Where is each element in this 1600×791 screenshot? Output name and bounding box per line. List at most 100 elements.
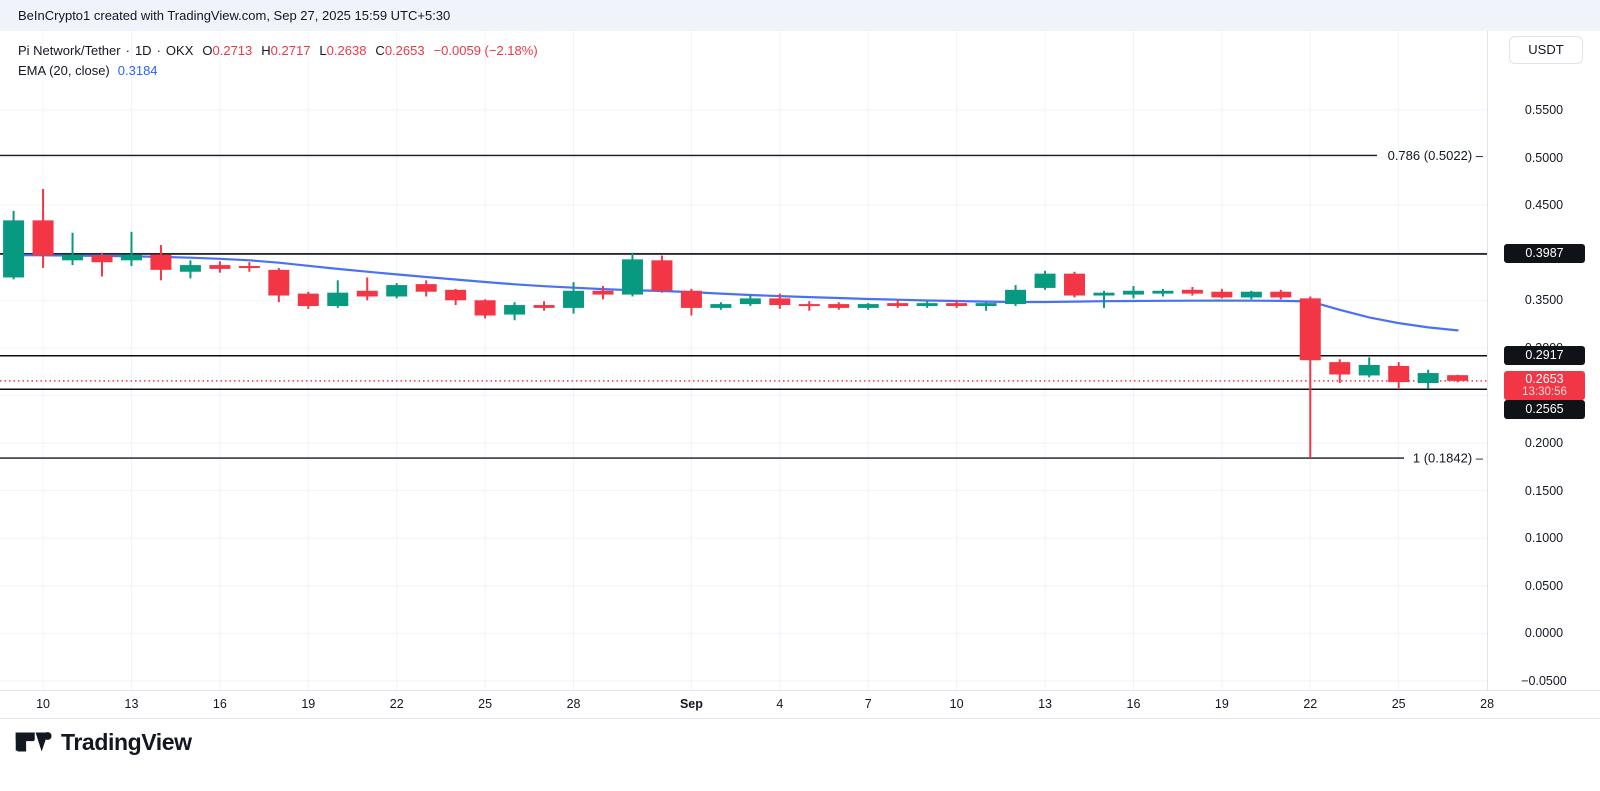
attribution-bar: BeInCrypto1 created with TradingView.com… (0, 0, 1600, 31)
candle-sep-11[interactable] (975, 302, 997, 311)
pinned-price-label: 0.2917 (1504, 346, 1585, 366)
candle-aug-31[interactable] (651, 255, 673, 293)
ema-line[interactable] (12, 254, 1459, 332)
candle-aug-19[interactable] (297, 291, 319, 309)
candle-aug-12[interactable] (91, 252, 113, 277)
candle-sep-4[interactable] (769, 293, 791, 309)
time-tick-label: 25 (478, 697, 493, 711)
candle-aug-15[interactable] (179, 260, 201, 279)
price-tick-label: 0.2000 (1524, 436, 1564, 450)
candle-aug-28[interactable] (563, 282, 585, 314)
time-axis-separator (0, 690, 1600, 691)
candle-aug-22[interactable] (386, 283, 408, 299)
time-tick-label: 19 (301, 697, 316, 711)
time-tick-label: 13 (1038, 697, 1052, 711)
price-tick-label: 0.1000 (1524, 531, 1564, 546)
candle-sep-16[interactable] (1122, 286, 1144, 299)
candle-sep-12[interactable] (1005, 285, 1027, 306)
price-tick-label: 0.0500 (1524, 578, 1564, 593)
time-tick-label: 10 (949, 697, 964, 711)
candle-sep-26[interactable] (1417, 369, 1439, 389)
candle-sep-3[interactable] (739, 294, 761, 306)
bar-countdown: 13:30:56 (1522, 386, 1567, 398)
candle-sep-14[interactable] (1064, 271, 1086, 298)
time-tick-label: 16 (1126, 697, 1141, 711)
candle-sep-25[interactable] (1388, 362, 1410, 390)
candle-aug-14[interactable] (150, 245, 172, 281)
last-price-label: 0.2653 13:30:56 (1504, 371, 1585, 400)
candle-sep-13[interactable] (1034, 270, 1056, 290)
candle-aug-20[interactable] (327, 280, 349, 308)
candle-aug-23[interactable] (415, 280, 437, 297)
candle-sep-24[interactable] (1358, 357, 1380, 378)
candle-sep-5[interactable] (798, 301, 820, 311)
candle-aug-25[interactable] (474, 299, 496, 319)
candle-sep-19[interactable] (1211, 288, 1233, 299)
candle-sep-22[interactable] (1299, 296, 1321, 459)
candlestick-chart[interactable]: 0.786 (0.5022) – 1 (0.1842) – (0, 31, 1487, 690)
candle-aug-10[interactable] (32, 188, 54, 268)
footer-separator (0, 718, 1600, 719)
price-tick-label: 0.5500 (1524, 103, 1564, 117)
candle-aug-30[interactable] (621, 252, 643, 297)
tradingview-wordmark: TradingView (61, 728, 192, 755)
candle-aug-18[interactable] (268, 267, 290, 303)
candle-sep-23[interactable] (1329, 359, 1351, 384)
price-tick-label: 0.0000 (1524, 626, 1564, 641)
candle-sep-18[interactable] (1181, 286, 1203, 296)
attribution-text: BeInCrypto1 created with TradingView.com… (18, 8, 451, 23)
pinned-price-label: 0.2565 (1504, 400, 1585, 419)
chart-plot[interactable]: 0.786 (0.5022) – 1 (0.1842) – (0, 31, 1487, 690)
time-tick-label: 28 (1480, 697, 1495, 711)
time-tick-label: 4 (776, 697, 784, 711)
candle-aug-29[interactable] (592, 286, 614, 300)
price-tick-label: 0.4500 (1524, 198, 1564, 213)
candle-sep-8[interactable] (887, 299, 909, 308)
price-tick-label: 0.3500 (1524, 293, 1564, 308)
candle-aug-27[interactable] (533, 301, 555, 311)
candle-sep-1[interactable] (680, 288, 702, 316)
candle-aug-17[interactable] (238, 262, 260, 272)
fib-level-label: 0.786 (0.5022) – (1388, 148, 1484, 163)
candle-aug-24[interactable] (445, 288, 467, 306)
price-tick-label: 0.1500 (1524, 483, 1564, 498)
candle-aug-9[interactable] (3, 210, 25, 280)
time-tick-label: Sep (679, 697, 703, 711)
price-axis[interactable]: USDT 0.55000.50000.45000.35000.30000.200… (1488, 31, 1600, 690)
time-tick-label: 22 (1303, 697, 1318, 711)
price-axis-separator (1487, 31, 1488, 690)
footer-bar: TradingView (0, 719, 1600, 791)
candle-aug-21[interactable] (356, 277, 378, 301)
currency-toggle-button[interactable]: USDT (1509, 36, 1583, 64)
candle-sep-2[interactable] (710, 302, 732, 310)
candle-sep-9[interactable] (916, 301, 938, 308)
candle-sep-17[interactable] (1152, 288, 1174, 297)
time-tick-label: 7 (864, 697, 872, 711)
time-tick-label: 16 (212, 697, 227, 711)
candle-sep-6[interactable] (828, 302, 850, 310)
candle-sep-15[interactable] (1093, 290, 1115, 308)
tradingview-logo-link[interactable]: TradingView (14, 728, 192, 756)
price-tick-label: 0.5000 (1524, 150, 1564, 165)
time-tick-label: 28 (566, 697, 581, 711)
time-tick-label: 25 (1391, 697, 1406, 711)
tradingview-logo-icon (15, 732, 52, 752)
time-tick-label: 22 (389, 697, 404, 711)
time-tick-label: 10 (36, 697, 51, 711)
candle-aug-26[interactable] (504, 302, 526, 321)
candle-sep-20[interactable] (1240, 290, 1262, 300)
candle-aug-13[interactable] (120, 231, 142, 267)
candle-sep-7[interactable] (857, 303, 879, 310)
time-tick-label: 13 (124, 697, 139, 711)
fib-level-label: 1 (0.1842) – (1413, 451, 1484, 466)
candle-aug-16[interactable] (209, 261, 231, 273)
candle-sep-10[interactable] (946, 300, 968, 308)
last-price-value: 0.2653 (1525, 372, 1564, 386)
time-tick-label: 19 (1214, 697, 1229, 711)
time-axis[interactable]: 10 13 16 19 22 25 28 Sep 4 7 10 13 16 19 22 25 28 (0, 691, 1600, 718)
pinned-price-label: 0.3987 (1504, 244, 1585, 264)
candle-aug-11[interactable] (62, 232, 84, 266)
candle-sep-27[interactable] (1447, 374, 1469, 383)
candle-sep-21[interactable] (1270, 289, 1292, 300)
